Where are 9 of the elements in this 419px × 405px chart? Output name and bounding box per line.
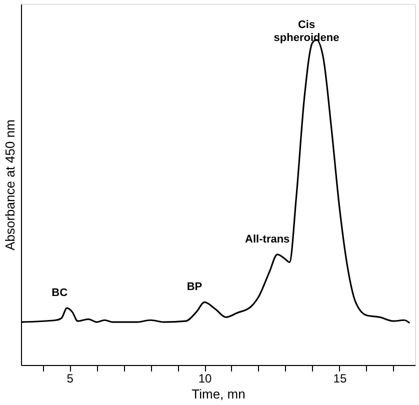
annotation: Cis spheroidene: [274, 18, 340, 44]
annotation: All-trans: [245, 233, 290, 246]
y-axis-title: Absorbance at 450 nm: [2, 120, 18, 250]
x-axis-title: Time, mn: [192, 386, 246, 402]
annotation: BP: [186, 281, 202, 294]
x-tick-label: 5: [66, 372, 74, 386]
annotation: BC: [52, 287, 68, 300]
x-tick-label: 10: [198, 372, 212, 386]
x-tick-label: 15: [333, 372, 347, 386]
